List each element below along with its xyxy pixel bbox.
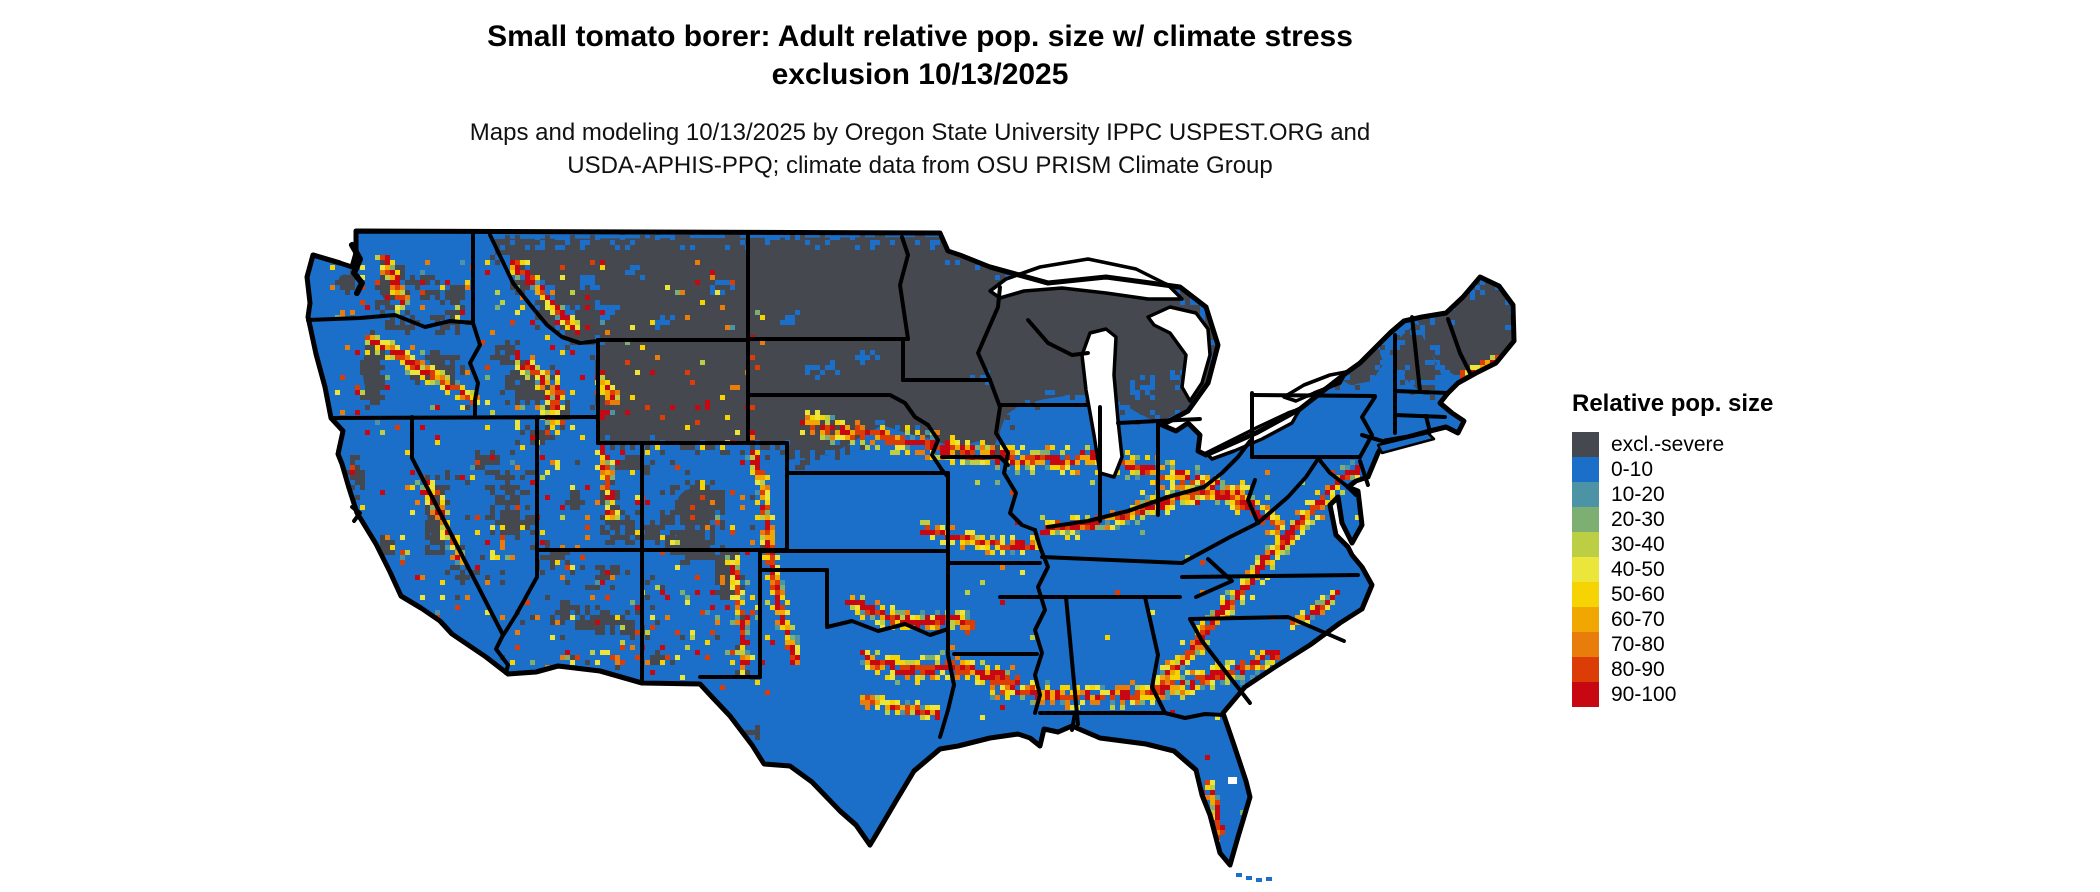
legend-item-5: 40-50: [1572, 557, 1832, 582]
legend-label-8: 70-80: [1611, 632, 1665, 656]
legend-item-6: 50-60: [1572, 582, 1832, 607]
legend-item-9: 80-90: [1572, 657, 1832, 682]
legend-label-0: excl.-severe: [1611, 432, 1725, 456]
legend-item-3: 20-30: [1572, 507, 1832, 532]
legend-swatch-1: [1572, 457, 1599, 482]
map-subtitle-line-2: USDA-APHIS-PPQ; climate data from OSU PR…: [567, 152, 1273, 179]
legend-item-0: excl.-severe: [1572, 432, 1832, 457]
map-subtitle-line-1: Maps and modeling 10/13/2025 by Oregon S…: [469, 119, 1371, 146]
legend-label-6: 50-60: [1611, 582, 1665, 606]
legend-item-4: 30-40: [1572, 532, 1832, 557]
legend-swatch-9: [1572, 657, 1599, 682]
legend-label-2: 10-20: [1611, 482, 1665, 506]
legend-swatch-8: [1572, 632, 1599, 657]
legend-item-7: 60-70: [1572, 607, 1832, 632]
legend-label-4: 30-40: [1611, 532, 1665, 556]
map-subtitle: Maps and modeling 10/13/2025 by Oregon S…: [20, 116, 1820, 182]
map-title-line-2: exclusion 10/13/2025: [771, 58, 1069, 91]
legend: Relative pop. size excl.-severe 0-10 10-20…: [1572, 390, 1832, 707]
legend-item-10: 90-100: [1572, 682, 1832, 707]
legend-item-8: 70-80: [1572, 632, 1832, 657]
legend-swatch-10: [1572, 682, 1599, 707]
legend-item-1: 0-10: [1572, 457, 1832, 482]
us-conus-raster-map: [300, 225, 1520, 885]
legend-item-2: 10-20: [1572, 482, 1832, 507]
legend-swatch-5: [1572, 557, 1599, 582]
legend-label-1: 0-10: [1611, 457, 1654, 481]
legend-swatch-7: [1572, 607, 1599, 632]
map-title-line-1: Small tomato borer: Adult relative pop. …: [487, 20, 1353, 53]
map-title: Small tomato borer: Adult relative pop. …: [20, 18, 1820, 94]
legend-label-10: 90-100: [1611, 682, 1677, 706]
legend-swatch-6: [1572, 582, 1599, 607]
legend-swatch-0: [1572, 432, 1599, 457]
legend-items: excl.-severe 0-10 10-20 20-30 30-40 40-50 50-6…: [1572, 432, 1832, 707]
legend-label-3: 20-30: [1611, 507, 1665, 531]
legend-swatch-2: [1572, 482, 1599, 507]
legend-label-9: 80-90: [1611, 657, 1665, 681]
legend-label-7: 60-70: [1611, 607, 1665, 631]
legend-swatch-4: [1572, 532, 1599, 557]
legend-label-5: 40-50: [1611, 557, 1665, 581]
legend-swatch-3: [1572, 507, 1599, 532]
legend-title: Relative pop. size: [1572, 390, 1774, 417]
